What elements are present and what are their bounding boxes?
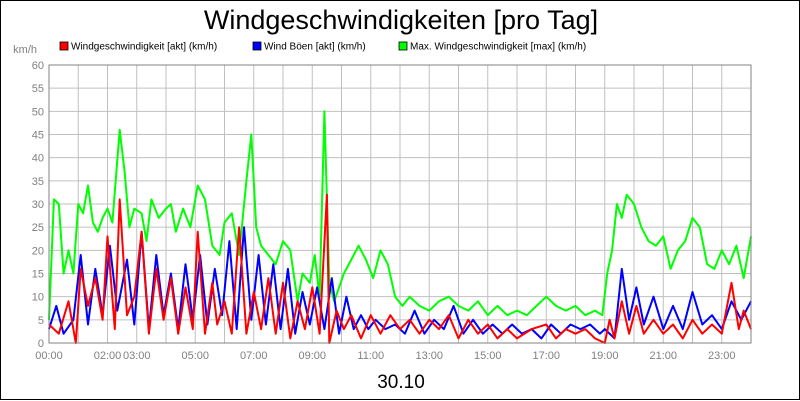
series-line-wind-gusts: [48, 226, 752, 340]
series-line-max-wind-speed: [48, 110, 752, 320]
legend-swatch: [398, 41, 408, 51]
legend-swatch: [252, 41, 262, 51]
x-tick-label: 19:00: [591, 350, 619, 362]
y-tick-label: 25: [32, 222, 44, 234]
x-tick-label: 03:00: [123, 350, 151, 362]
axes: 0 5 10 15 20 25 30 35 40 45 50 55 60 00:00 02:00 03:00 0…: [32, 60, 752, 362]
plot-border: [48, 64, 752, 344]
y-tick-label: 35: [32, 176, 44, 188]
x-tick-label: 02:00: [94, 350, 122, 362]
y-tick-label: 60: [32, 60, 44, 72]
x-tick-label: 23:00: [708, 350, 736, 362]
y-tick-label: 5: [38, 315, 44, 327]
y-tick-label: 55: [32, 83, 44, 95]
legend-label: Windgeschwindigkeit [akt] (km/h): [71, 42, 217, 53]
y-tick-label: 30: [32, 199, 44, 211]
y-tick-label: 20: [32, 245, 44, 257]
legend-label: Max. Windgeschwindigkeit [max] (km/h): [410, 42, 586, 53]
x-tick-label: 13:00: [415, 350, 443, 362]
x-tick-label: 05:00: [181, 350, 209, 362]
legend: Windgeschwindigkeit [akt] (km/h) Wind Böe…: [59, 41, 586, 53]
legend-swatch: [59, 41, 69, 51]
series-line-wind-speed: [48, 193, 752, 344]
series-layer: [48, 110, 752, 344]
y-axis-unit: km/h: [13, 44, 37, 56]
x-tick-label: 17:00: [532, 350, 560, 362]
x-tick-label: 07:00: [240, 350, 268, 362]
y-tick-label: 50: [32, 106, 44, 118]
y-tick-label: 45: [32, 130, 44, 142]
y-tick-label: 0: [38, 338, 44, 350]
legend-label: Wind Böen [akt] (km/h): [264, 42, 366, 53]
x-tick-label: 09:00: [298, 350, 326, 362]
y-tick-label: 15: [32, 269, 44, 281]
y-tick-label: 10: [32, 292, 44, 304]
date-label: 30.10: [377, 372, 425, 393]
x-tick-label: 11:00: [357, 350, 384, 362]
x-tick-label: 15:00: [474, 350, 502, 362]
chart-title: Windgeschwindigkeiten [pro Tag]: [204, 5, 598, 35]
x-tick-label: 00:00: [35, 350, 63, 362]
x-tick-label: 21:00: [649, 350, 677, 362]
y-tick-label: 40: [32, 153, 44, 165]
